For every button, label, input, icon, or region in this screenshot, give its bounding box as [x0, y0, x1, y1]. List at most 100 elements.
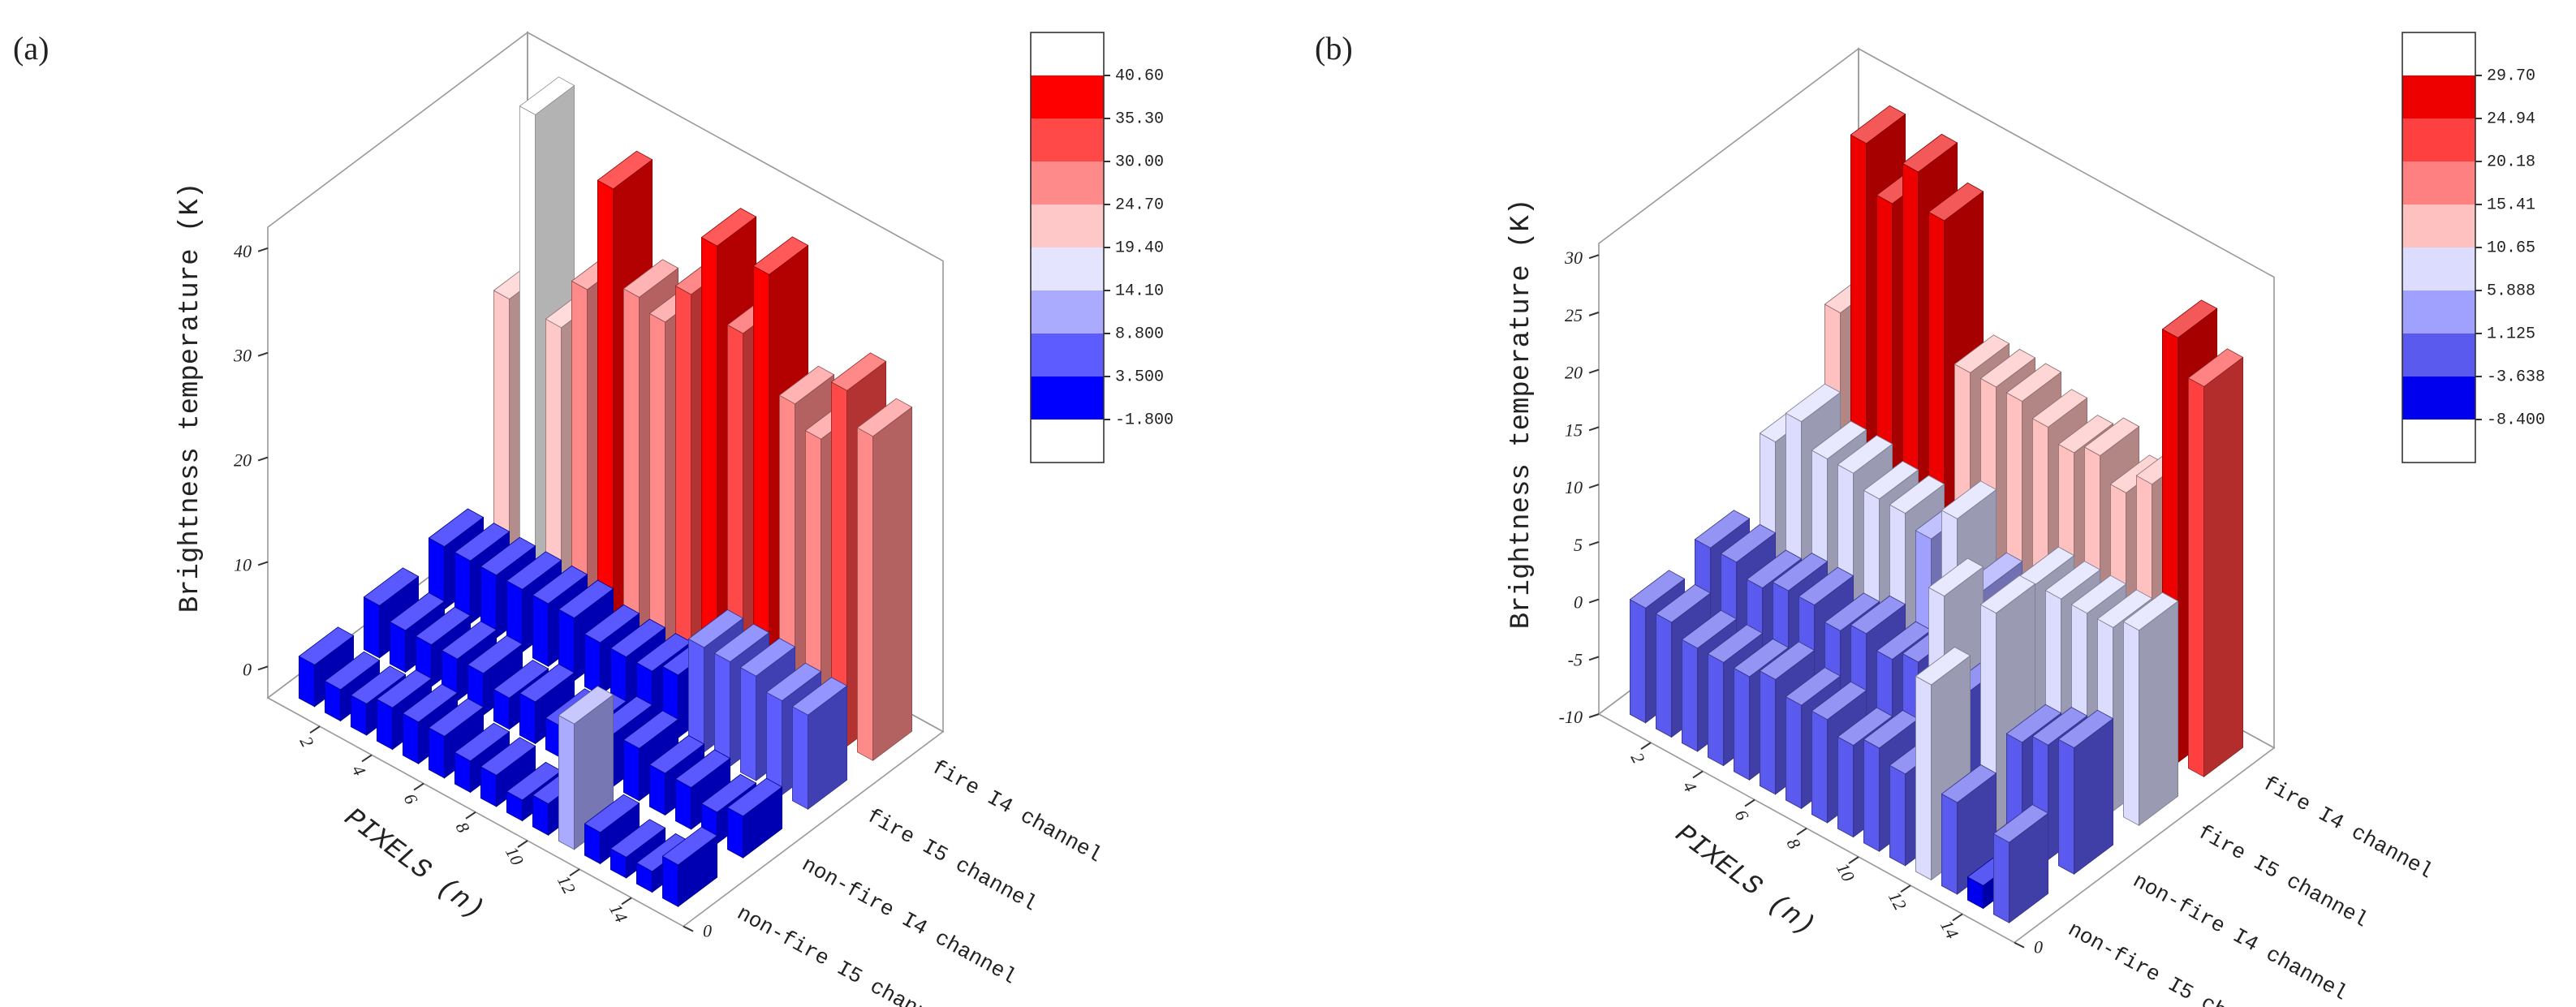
- bar-front: [649, 312, 666, 648]
- bar-top: [324, 651, 381, 691]
- bar-front: [1992, 833, 2010, 923]
- bar-front: [2122, 621, 2140, 826]
- bar-front: [740, 666, 756, 781]
- z-tick-label: 0: [1574, 592, 1583, 613]
- bar-top: [2005, 363, 2062, 402]
- bar-top: [1824, 592, 1880, 631]
- z-tick: [1588, 254, 1600, 260]
- bar-top: [428, 508, 485, 548]
- colorbar-tick-label: 20.18: [2487, 153, 2535, 171]
- colorbar-band: [2402, 290, 2475, 334]
- bar-top: [622, 259, 679, 298]
- bar-top: [1811, 681, 1867, 721]
- bar-top: [1733, 638, 1790, 678]
- bar-front: [1863, 738, 1880, 852]
- bar-top: [2096, 589, 2153, 628]
- colorbar-tick-label: 8.800: [1115, 325, 1164, 343]
- bar-top: [454, 722, 510, 762]
- z-tick-label: 15: [1565, 420, 1583, 440]
- z-tick: [1588, 656, 1600, 661]
- colorbar-band: [1031, 204, 1104, 247]
- colorbar-band: [1031, 32, 1104, 75]
- colorbar-tick-label: 10.65: [2487, 239, 2535, 257]
- bar-top: [610, 819, 666, 858]
- colorbar-tick-label: 24.94: [2487, 110, 2535, 128]
- bar-top: [584, 604, 640, 643]
- bar-front: [1656, 613, 1673, 738]
- z-tick: [1588, 426, 1600, 432]
- bar: [519, 663, 575, 745]
- bar: [1992, 804, 2049, 923]
- bar-top: [610, 618, 666, 658]
- z-tick-label: 5: [1574, 535, 1583, 555]
- panel: (b) -10 -5 0 5 10 15 20 25 30 2 4 6 8 10 12 14 0 Brightnes…: [1315, 30, 2545, 1007]
- bar-top: [519, 663, 575, 703]
- x-tick: [1640, 742, 1652, 751]
- bar-top: [1837, 435, 1893, 474]
- x-tick-label: 8: [1783, 835, 1805, 852]
- bar-top: [661, 826, 718, 866]
- bar-front: [701, 236, 717, 676]
- z-tick-label: 10: [1565, 477, 1583, 497]
- bar-top: [493, 660, 549, 699]
- bar-top: [454, 523, 510, 562]
- bar-front: [792, 706, 808, 810]
- bar-front: [571, 280, 588, 605]
- bar-front: [363, 596, 381, 659]
- bar-top: [726, 777, 783, 817]
- colorbar-tick-label: 3.500: [1115, 368, 1164, 386]
- bar-top: [2187, 348, 2244, 387]
- z-tick: [1588, 484, 1600, 489]
- bar-top: [2057, 415, 2114, 454]
- x-tick: [1744, 798, 1755, 807]
- colorbar-band: [2402, 377, 2475, 420]
- z-tick-label: 10: [234, 554, 252, 575]
- colorbar-band: [2402, 204, 2475, 247]
- bar-top: [480, 737, 536, 776]
- bar-top: [558, 579, 614, 619]
- bar-top: [2057, 709, 2114, 749]
- bar-top: [1928, 182, 1984, 222]
- colorbar-tick-label: 35.30: [1115, 110, 1164, 128]
- colorbar-tick-label: 14.10: [1115, 282, 1164, 300]
- bar-front: [623, 288, 640, 633]
- bar-front: [1759, 670, 1777, 795]
- colorbar-band: [2402, 334, 2475, 377]
- bar-front: [532, 594, 549, 667]
- bar-top: [519, 76, 575, 115]
- bar-top: [830, 352, 887, 391]
- z-tick: [257, 665, 269, 671]
- bar-front: [1915, 675, 1932, 881]
- bar-top: [506, 551, 562, 590]
- bar-side: [2139, 600, 2179, 827]
- x-tick: [1900, 884, 1911, 893]
- bar-side: [872, 406, 912, 762]
- bar-top: [1759, 641, 1816, 680]
- colorbar-band: [1031, 161, 1104, 204]
- x-tick-label: 4: [1679, 778, 1701, 795]
- z-tick: [257, 247, 269, 252]
- bar-top: [791, 677, 848, 716]
- colorbar-band: [1031, 334, 1104, 377]
- bar-front: [1889, 764, 1906, 867]
- z-tick: [1588, 368, 1600, 374]
- z-tick: [1588, 311, 1600, 316]
- bar-top: [713, 623, 770, 663]
- colorbar-tick-label: 40.60: [1115, 67, 1164, 85]
- x-tick-label: 2: [296, 733, 318, 750]
- x-tick-label: 14: [605, 901, 631, 926]
- z-tick: [1588, 598, 1600, 604]
- bar-top: [1785, 667, 1842, 706]
- bar-top: [2031, 707, 2088, 746]
- colorbar-band: [1031, 75, 1104, 118]
- z-tick-label: 30: [1564, 247, 1583, 268]
- bar-front: [519, 105, 536, 576]
- z-tick: [257, 561, 269, 566]
- bar-front: [1707, 653, 1725, 767]
- bar-top: [765, 662, 822, 702]
- z-tick: [1588, 540, 1600, 546]
- bar-top: [532, 565, 588, 605]
- bar: [584, 794, 640, 865]
- bar-top: [648, 734, 705, 774]
